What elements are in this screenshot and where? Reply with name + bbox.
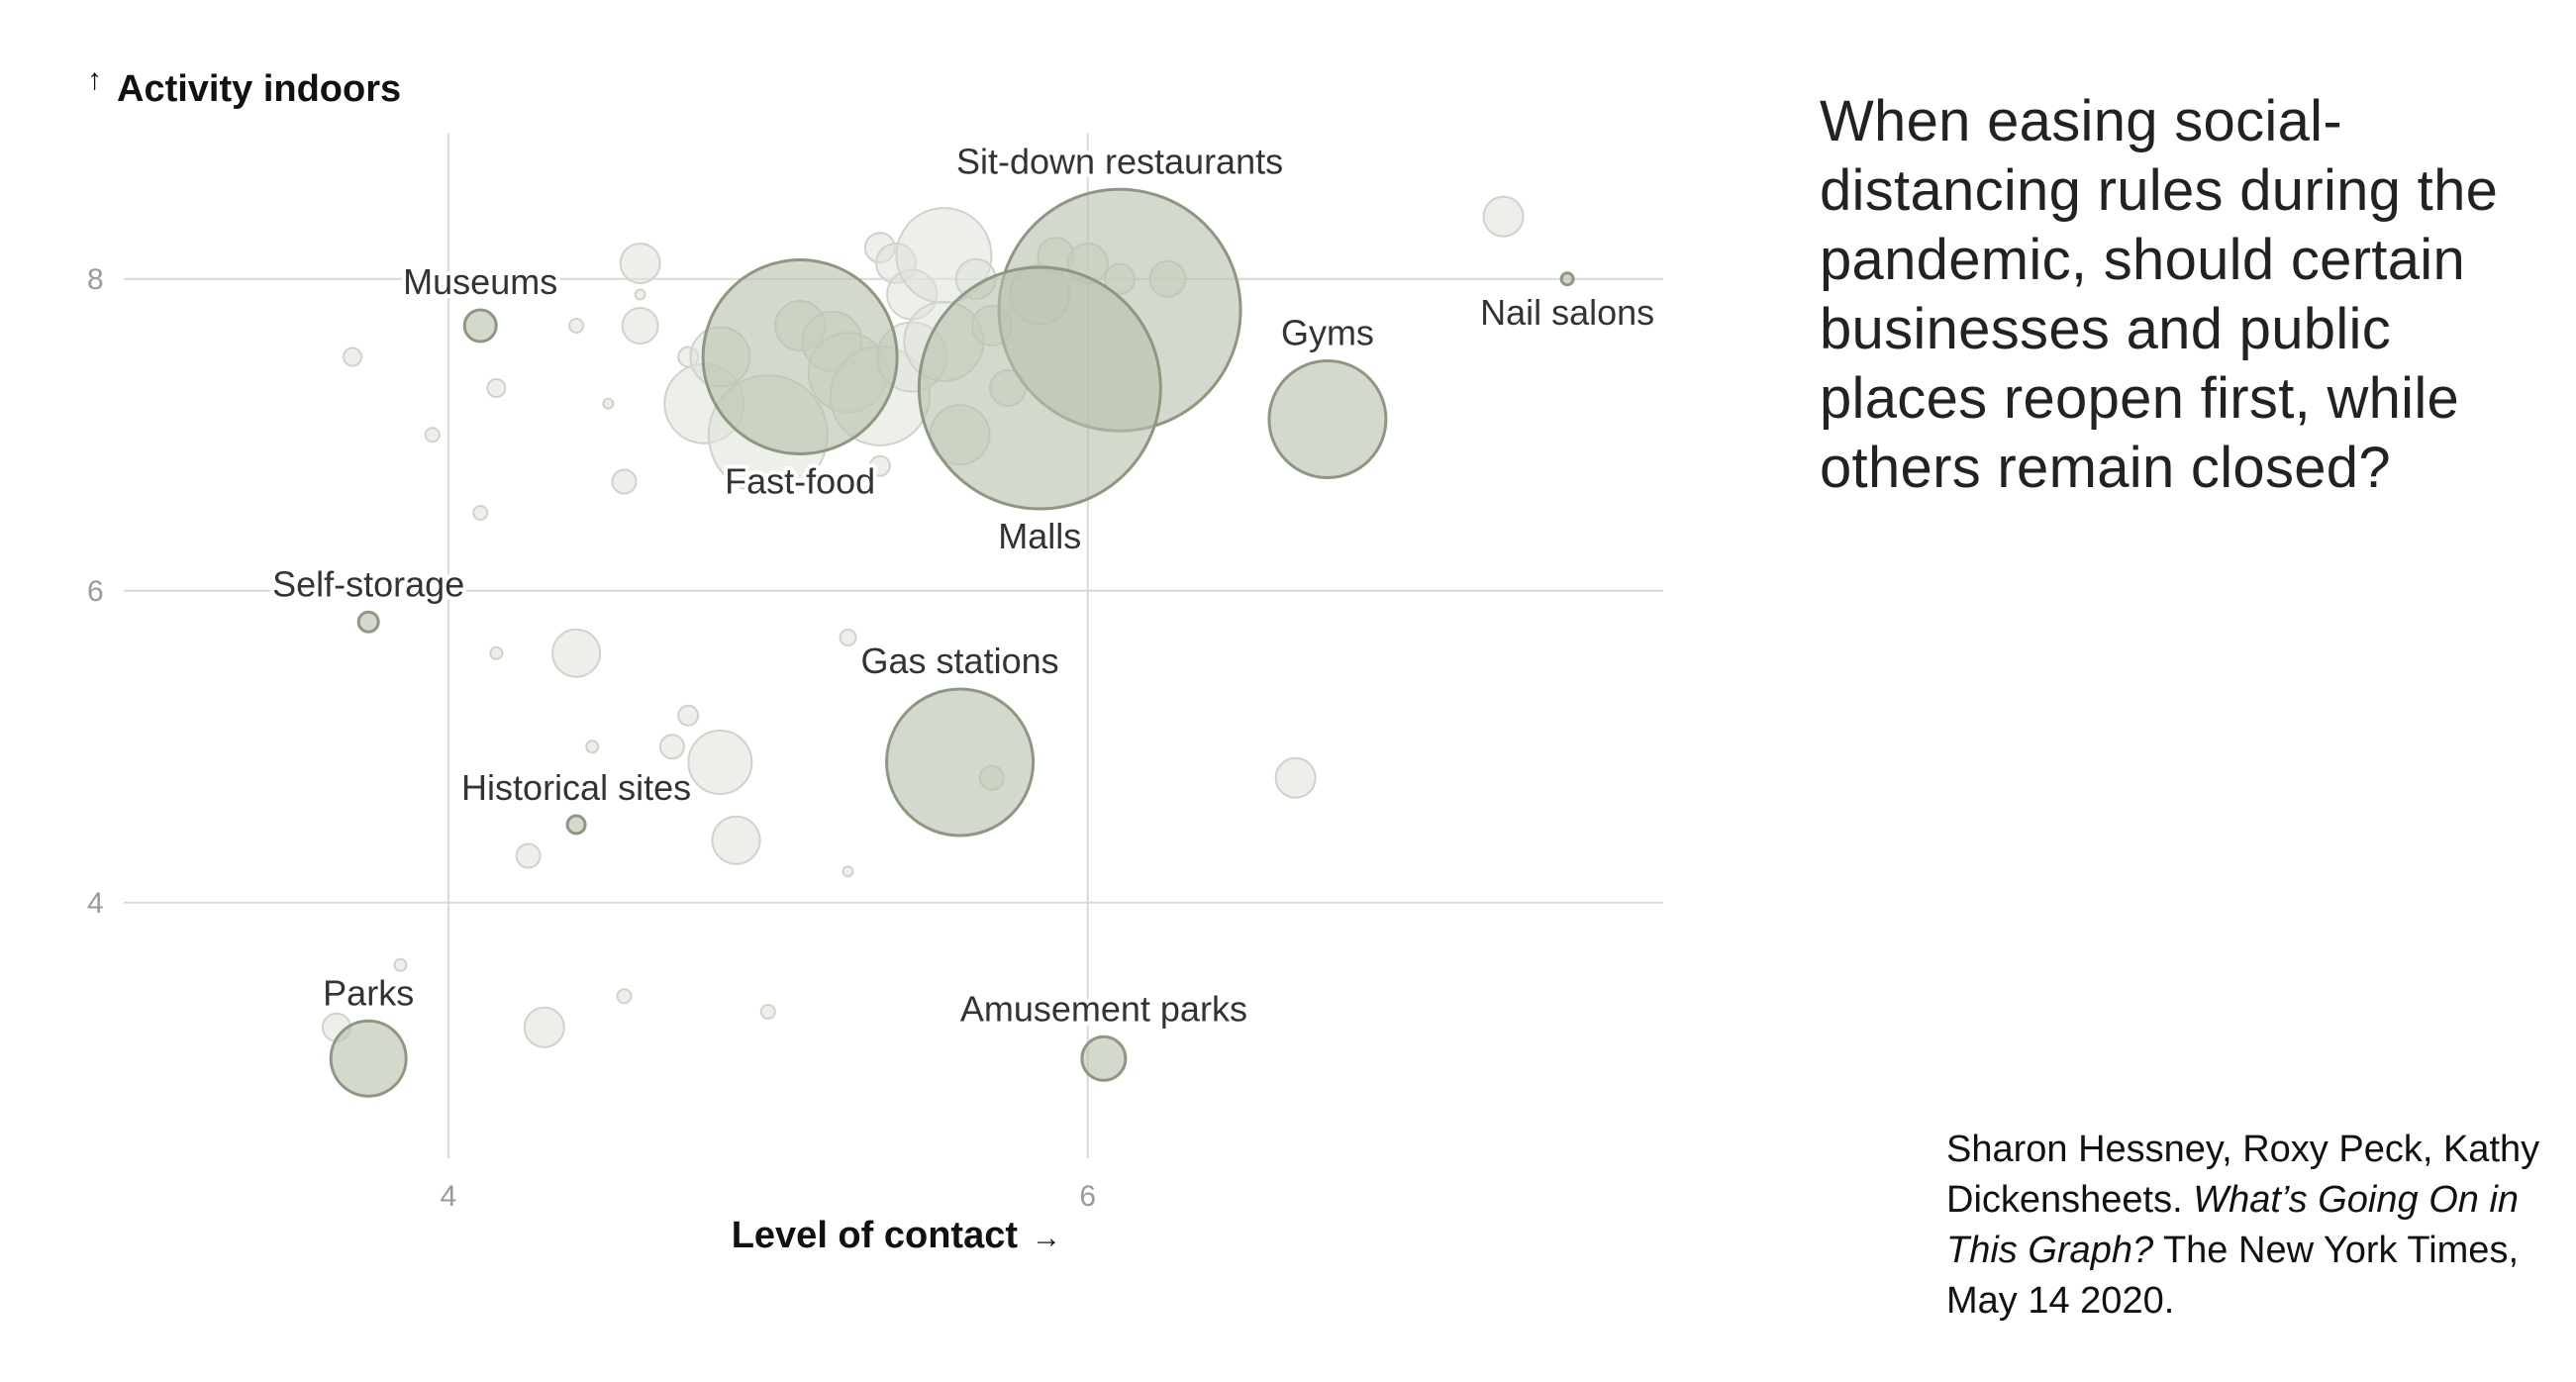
data-point bbox=[701, 258, 899, 455]
data-point bbox=[329, 1019, 408, 1098]
point-labels: Museums Self-storage Historical sites Parks… bbox=[268, 137, 1658, 1033]
data-point bbox=[885, 687, 1036, 838]
data-point bbox=[917, 265, 1162, 511]
point-label: Fast-food bbox=[725, 461, 875, 502]
y-tick-label: 6 bbox=[87, 575, 104, 608]
y-tick-label: 4 bbox=[87, 887, 104, 920]
background-point bbox=[677, 704, 700, 727]
y-axis-arrow: ↑ bbox=[87, 63, 102, 96]
background-point bbox=[616, 988, 633, 1005]
citation-title: What’s Going On in This Graph? bbox=[1946, 1179, 2520, 1271]
citation-source: The New York Times, May 14 2020. bbox=[1946, 1230, 2519, 1322]
data-point bbox=[462, 308, 498, 344]
background-point bbox=[523, 1006, 565, 1048]
x-axis-arrow: → bbox=[1032, 1222, 1061, 1254]
background-point bbox=[472, 505, 489, 521]
point-label: Museums bbox=[403, 261, 557, 302]
gridlines: 8 6 4 4 6 bbox=[87, 134, 1663, 1213]
background-point bbox=[619, 243, 661, 284]
x-tick-label: 6 bbox=[1079, 1180, 1096, 1213]
background-point bbox=[1482, 195, 1525, 238]
point-label: Sit-down restaurants bbox=[956, 141, 1283, 181]
labeled-points bbox=[329, 187, 1575, 1098]
data-point bbox=[1559, 271, 1575, 287]
x-axis-title: Level of contact bbox=[732, 1215, 1019, 1256]
background-point bbox=[611, 468, 638, 495]
background-point bbox=[759, 1004, 776, 1020]
data-point bbox=[1080, 1035, 1128, 1082]
data-point bbox=[565, 814, 587, 836]
background-point bbox=[515, 842, 542, 869]
background-point bbox=[634, 288, 646, 301]
background-point bbox=[602, 397, 615, 410]
background-point bbox=[568, 318, 585, 334]
background-point bbox=[868, 454, 891, 477]
y-tick-label: 8 bbox=[87, 263, 104, 296]
background-point bbox=[585, 740, 600, 754]
background-point bbox=[1274, 756, 1317, 799]
scatter-chart: 8 6 4 4 6 Museums Self-storage Historical site… bbox=[87, 63, 1663, 1256]
background-point bbox=[551, 628, 602, 678]
y-axis-title: Activity indoors bbox=[117, 68, 401, 110]
background-point bbox=[687, 730, 753, 795]
background-point bbox=[343, 346, 363, 367]
point-label: Gyms bbox=[1281, 313, 1374, 353]
background-point bbox=[658, 734, 685, 760]
background-point bbox=[621, 307, 659, 345]
data-point bbox=[356, 610, 380, 634]
citation: Sharon Hessney, Roxy Peck, Kathy Dickens… bbox=[1946, 1125, 2560, 1327]
background-point bbox=[486, 378, 507, 398]
question-text: When easing social-distancing rules duri… bbox=[1820, 89, 2499, 500]
background-point bbox=[839, 629, 857, 646]
point-label: Amusement parks bbox=[960, 988, 1247, 1029]
point-label: Parks bbox=[323, 972, 414, 1013]
axes: ↑ Activity indoors Level of contact → bbox=[87, 63, 1061, 1256]
point-label: Malls bbox=[998, 516, 1081, 556]
background-point bbox=[489, 645, 504, 660]
background-point bbox=[842, 865, 854, 878]
point-label: Self-storage bbox=[272, 563, 464, 604]
background-point bbox=[393, 957, 408, 972]
x-tick-label: 4 bbox=[441, 1180, 457, 1213]
point-label: Gas stations bbox=[861, 641, 1059, 681]
citation-authors: Sharon Hessney, Roxy Peck, Kathy Dickens… bbox=[1946, 1129, 2540, 1221]
background-point bbox=[711, 815, 761, 865]
background-point bbox=[424, 427, 441, 444]
data-point bbox=[1267, 359, 1388, 479]
point-label: Historical sites bbox=[461, 767, 691, 808]
point-label: Nail salons bbox=[1480, 292, 1654, 333]
